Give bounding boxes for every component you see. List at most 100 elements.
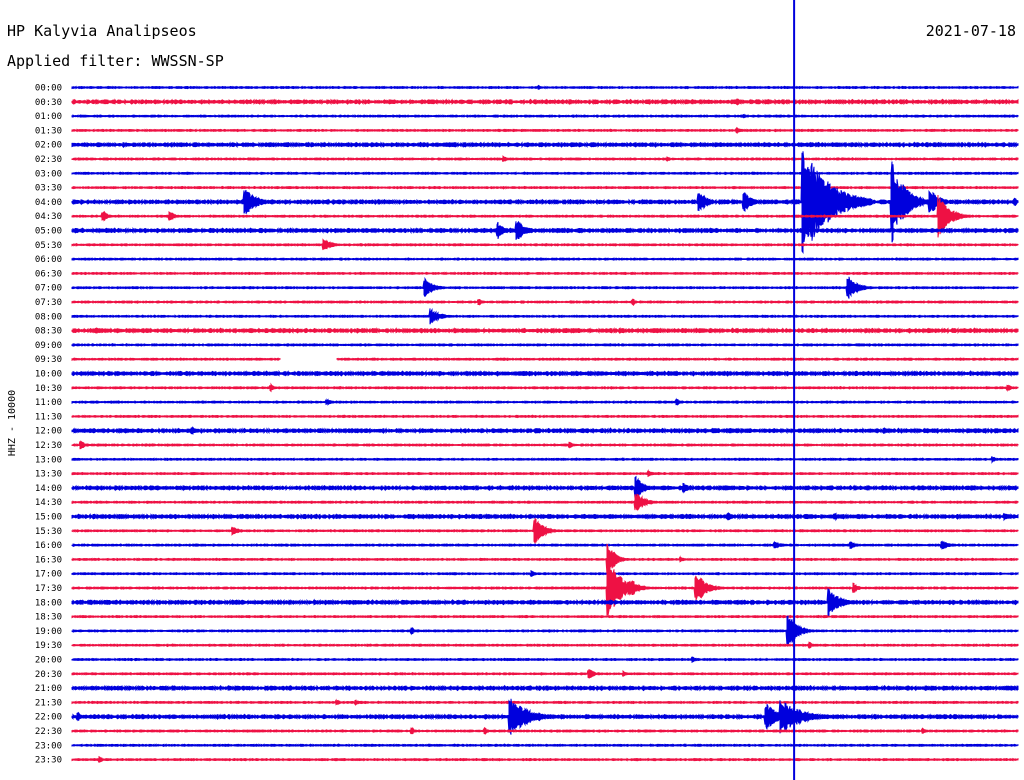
trace-row-0830 bbox=[71, 327, 1019, 335]
filter-label: Applied filter: WWSSN-SP bbox=[7, 52, 224, 70]
tick-label-1000: 10:00 bbox=[35, 370, 62, 380]
tick-label-0600: 06:00 bbox=[35, 255, 62, 265]
tick-label-2200: 22:00 bbox=[35, 713, 62, 723]
trace-row-1830 bbox=[71, 614, 1019, 619]
trace-row-1530 bbox=[71, 518, 1019, 545]
trace-row-0230 bbox=[71, 155, 1019, 163]
trace-row-2330 bbox=[71, 755, 1019, 763]
tick-label-1600: 16:00 bbox=[35, 541, 62, 551]
tick-label-2330: 23:30 bbox=[35, 756, 62, 766]
trace-row-0030 bbox=[71, 98, 1019, 106]
tick-label-0430: 04:30 bbox=[35, 212, 62, 222]
tick-label-0900: 09:00 bbox=[35, 341, 62, 351]
tick-label-2030: 20:30 bbox=[35, 670, 62, 680]
tick-label-2130: 21:30 bbox=[35, 698, 62, 708]
tick-label-0030: 00:30 bbox=[35, 98, 62, 108]
tick-label-1500: 15:00 bbox=[35, 513, 62, 523]
tick-label-0630: 06:30 bbox=[35, 269, 62, 279]
tick-label-1130: 11:30 bbox=[35, 412, 62, 422]
tick-label-1330: 13:30 bbox=[35, 470, 62, 480]
tick-label-0730: 07:30 bbox=[35, 298, 62, 308]
tick-label-0230: 02:30 bbox=[35, 155, 62, 165]
tick-label-2230: 22:30 bbox=[35, 727, 62, 737]
trace-row-2000 bbox=[71, 656, 1019, 664]
tick-label-1100: 11:00 bbox=[35, 398, 62, 408]
trace-row-0800 bbox=[71, 307, 1019, 325]
trace-row-0630 bbox=[71, 271, 1019, 276]
tick-label-1700: 17:00 bbox=[35, 570, 62, 580]
trace-row-0500 bbox=[71, 220, 1019, 240]
seismic-traces bbox=[71, 84, 1019, 763]
trace-row-2200 bbox=[71, 698, 1019, 735]
trace-row-0130 bbox=[71, 126, 1019, 135]
trace-row-1000 bbox=[71, 370, 1019, 377]
tick-label-1730: 17:30 bbox=[35, 584, 62, 594]
tick-label-0400: 04:00 bbox=[35, 198, 62, 208]
tick-label-0500: 05:00 bbox=[35, 227, 62, 237]
trace-row-1230 bbox=[71, 440, 1019, 450]
tick-label-0700: 07:00 bbox=[35, 284, 62, 294]
tick-label-1430: 14:30 bbox=[35, 498, 62, 508]
trace-row-0530 bbox=[71, 238, 1019, 251]
record-date: 2021-07-18 bbox=[926, 22, 1016, 40]
trace-row-1100 bbox=[71, 397, 1019, 406]
trace-row-0930 bbox=[71, 357, 1019, 362]
tick-label-2300: 23:00 bbox=[35, 741, 62, 751]
tick-label-0200: 02:00 bbox=[35, 141, 62, 151]
trace-row-1330 bbox=[71, 468, 1019, 478]
tick-label-0300: 03:00 bbox=[35, 169, 62, 179]
trace-row-1400 bbox=[71, 475, 1019, 500]
trace-row-0430 bbox=[71, 194, 1019, 238]
trace-row-1630 bbox=[71, 543, 1019, 575]
tick-label-0830: 08:30 bbox=[35, 327, 62, 337]
trace-row-0330 bbox=[71, 185, 1019, 190]
trace-row-2130 bbox=[71, 698, 1019, 706]
trace-row-0000 bbox=[71, 84, 1019, 90]
tick-label-1900: 19:00 bbox=[35, 627, 62, 637]
trace-row-0730 bbox=[71, 298, 1019, 306]
trace-row-1500 bbox=[71, 512, 1019, 522]
trace-row-0900 bbox=[71, 343, 1019, 347]
tick-label-1030: 10:30 bbox=[35, 384, 62, 394]
tick-label-2000: 20:00 bbox=[35, 656, 62, 666]
time-tick-labels: 00:00 00:30 01:00 01:30 02:00 02:30 03:00 03:30… bbox=[35, 84, 62, 766]
tick-label-1400: 14:00 bbox=[35, 484, 62, 494]
trace-row-0600 bbox=[71, 257, 1019, 261]
trace-row-1730 bbox=[71, 559, 1019, 616]
tick-label-1530: 15:30 bbox=[35, 527, 62, 537]
tick-label-1200: 12:00 bbox=[35, 427, 62, 437]
trace-row-1930 bbox=[71, 641, 1019, 649]
y-axis-label: HHZ - 10000 bbox=[7, 390, 18, 456]
tick-label-2100: 21:00 bbox=[35, 684, 62, 694]
tick-label-0130: 01:30 bbox=[35, 126, 62, 136]
tick-label-0530: 05:30 bbox=[35, 241, 62, 251]
tick-label-1800: 18:00 bbox=[35, 598, 62, 608]
station-title: HP Kalyvia Analipseos bbox=[7, 22, 197, 40]
trace-row-1700 bbox=[71, 569, 1019, 577]
trace-row-1900 bbox=[71, 615, 1019, 646]
trace-row-0200 bbox=[71, 141, 1019, 149]
tick-label-0100: 01:00 bbox=[35, 112, 62, 122]
trace-row-1200 bbox=[71, 425, 1019, 435]
tick-label-0930: 09:30 bbox=[35, 355, 62, 365]
trace-row-1800 bbox=[71, 588, 1019, 618]
trace-row-1300 bbox=[71, 456, 1019, 464]
trace-row-0100 bbox=[71, 113, 1019, 119]
trace-row-1430 bbox=[71, 493, 1019, 512]
trace-row-2300 bbox=[71, 743, 1019, 748]
trace-row-1130 bbox=[71, 414, 1019, 419]
trace-row-0400 bbox=[71, 151, 1019, 255]
trace-row-2100 bbox=[71, 684, 1019, 692]
trace-row-2230 bbox=[71, 726, 1019, 735]
tick-label-1230: 12:30 bbox=[35, 441, 62, 451]
tick-label-1830: 18:30 bbox=[35, 613, 62, 623]
trace-row-0300 bbox=[71, 171, 1019, 176]
trace-row-0700 bbox=[71, 276, 1019, 299]
trace-row-1600 bbox=[71, 540, 1019, 550]
tick-label-1300: 13:00 bbox=[35, 455, 62, 465]
tick-label-0330: 03:30 bbox=[35, 184, 62, 194]
trace-row-1030 bbox=[71, 382, 1019, 393]
trace-row-2030 bbox=[71, 668, 1019, 679]
tick-label-0000: 00:00 bbox=[35, 84, 62, 94]
